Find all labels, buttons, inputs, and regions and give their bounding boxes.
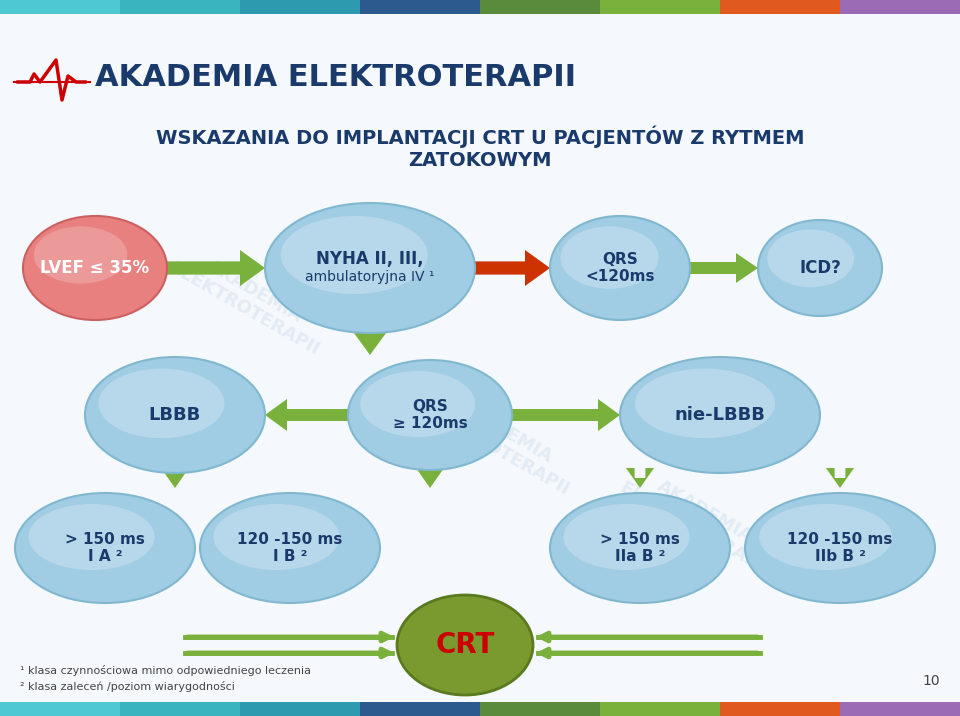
FancyArrow shape [416,468,444,488]
Ellipse shape [265,203,475,333]
Bar [240,702,360,716]
Text: nie-LBBB: nie-LBBB [675,406,765,424]
Text: LVEF ≤ 35%: LVEF ≤ 35% [40,259,150,277]
Text: AKADEMIA ELEKTROTERAPII: AKADEMIA ELEKTROTERAPII [95,64,576,92]
Text: QRS: QRS [412,399,448,414]
Ellipse shape [745,493,935,603]
Ellipse shape [759,504,892,570]
Bar [0,702,120,716]
Bar [600,702,720,716]
Ellipse shape [34,226,128,284]
FancyArrow shape [354,333,386,355]
Bar [720,702,840,716]
Ellipse shape [85,357,265,473]
Text: QRS: QRS [602,252,637,266]
FancyArrow shape [512,399,620,431]
Bar [360,0,480,14]
Ellipse shape [99,369,225,438]
Bar [720,0,840,14]
Text: 120 -150 ms: 120 -150 ms [237,532,343,547]
Text: ≥ 120ms: ≥ 120ms [393,416,468,431]
Bar [240,0,360,14]
Ellipse shape [767,230,854,287]
Ellipse shape [550,493,730,603]
Text: AKADEMIA
ELEKTROTERAPII: AKADEMIA ELEKTROTERAPII [616,461,783,579]
Bar [600,0,720,14]
Bar [120,0,240,14]
Ellipse shape [561,226,659,289]
FancyArrow shape [265,399,348,431]
Text: 120 -150 ms: 120 -150 ms [787,532,893,547]
FancyArrow shape [475,250,550,286]
Bar [120,702,240,716]
Text: IIa B ²: IIa B ² [614,549,665,564]
Text: <120ms: <120ms [586,269,655,284]
FancyArrow shape [161,468,189,488]
Text: WSKAZANIA DO IMPLANTACJI CRT U PACJENTÓW Z RYTMEM
ZATOKOWYM: WSKAZANIA DO IMPLANTACJI CRT U PACJENTÓW… [156,126,804,170]
Bar [840,702,960,716]
FancyArrow shape [690,253,758,283]
Bar [0,0,120,14]
Text: ICD?: ICD? [799,259,841,277]
Text: I B ²: I B ² [273,549,307,564]
FancyArrow shape [626,468,654,488]
Text: LBBB: LBBB [149,406,202,424]
FancyArrow shape [167,250,265,286]
Bar [480,702,600,716]
Text: I A ²: I A ² [87,549,122,564]
Ellipse shape [758,220,882,316]
Text: NYHA II, III,: NYHA II, III, [316,250,423,268]
Bar [480,0,600,14]
Ellipse shape [213,504,340,570]
Ellipse shape [397,595,533,695]
Text: > 150 ms: > 150 ms [65,532,145,547]
Ellipse shape [29,504,155,570]
Ellipse shape [635,369,775,438]
Text: CRT: CRT [435,631,494,659]
Text: ¹ klasa czynnościowa mimo odpowiedniego leczenia: ¹ klasa czynnościowa mimo odpowiedniego … [20,665,311,677]
Ellipse shape [15,493,195,603]
Ellipse shape [360,371,475,437]
Text: AKADEMIA
ELEKTROTERAPII: AKADEMIA ELEKTROTERAPII [167,241,333,359]
Ellipse shape [564,504,689,570]
Text: ambulatoryjna IV ¹: ambulatoryjna IV ¹ [305,270,435,284]
Text: 10: 10 [923,674,940,688]
Ellipse shape [23,216,167,320]
Ellipse shape [200,493,380,603]
Ellipse shape [620,357,820,473]
Text: > 150 ms: > 150 ms [600,532,680,547]
Text: ² klasa zaleceń /poziom wiarygodności: ² klasa zaleceń /poziom wiarygodności [20,680,235,692]
Ellipse shape [280,216,428,294]
Text: IIb B ²: IIb B ² [815,549,865,564]
Bar [840,0,960,14]
Bar [360,702,480,716]
FancyArrow shape [826,468,854,488]
Ellipse shape [348,360,512,470]
Ellipse shape [550,216,690,320]
Text: AKADEMIA
ELEKTROTERAPII: AKADEMIA ELEKTROTERAPII [417,381,584,499]
